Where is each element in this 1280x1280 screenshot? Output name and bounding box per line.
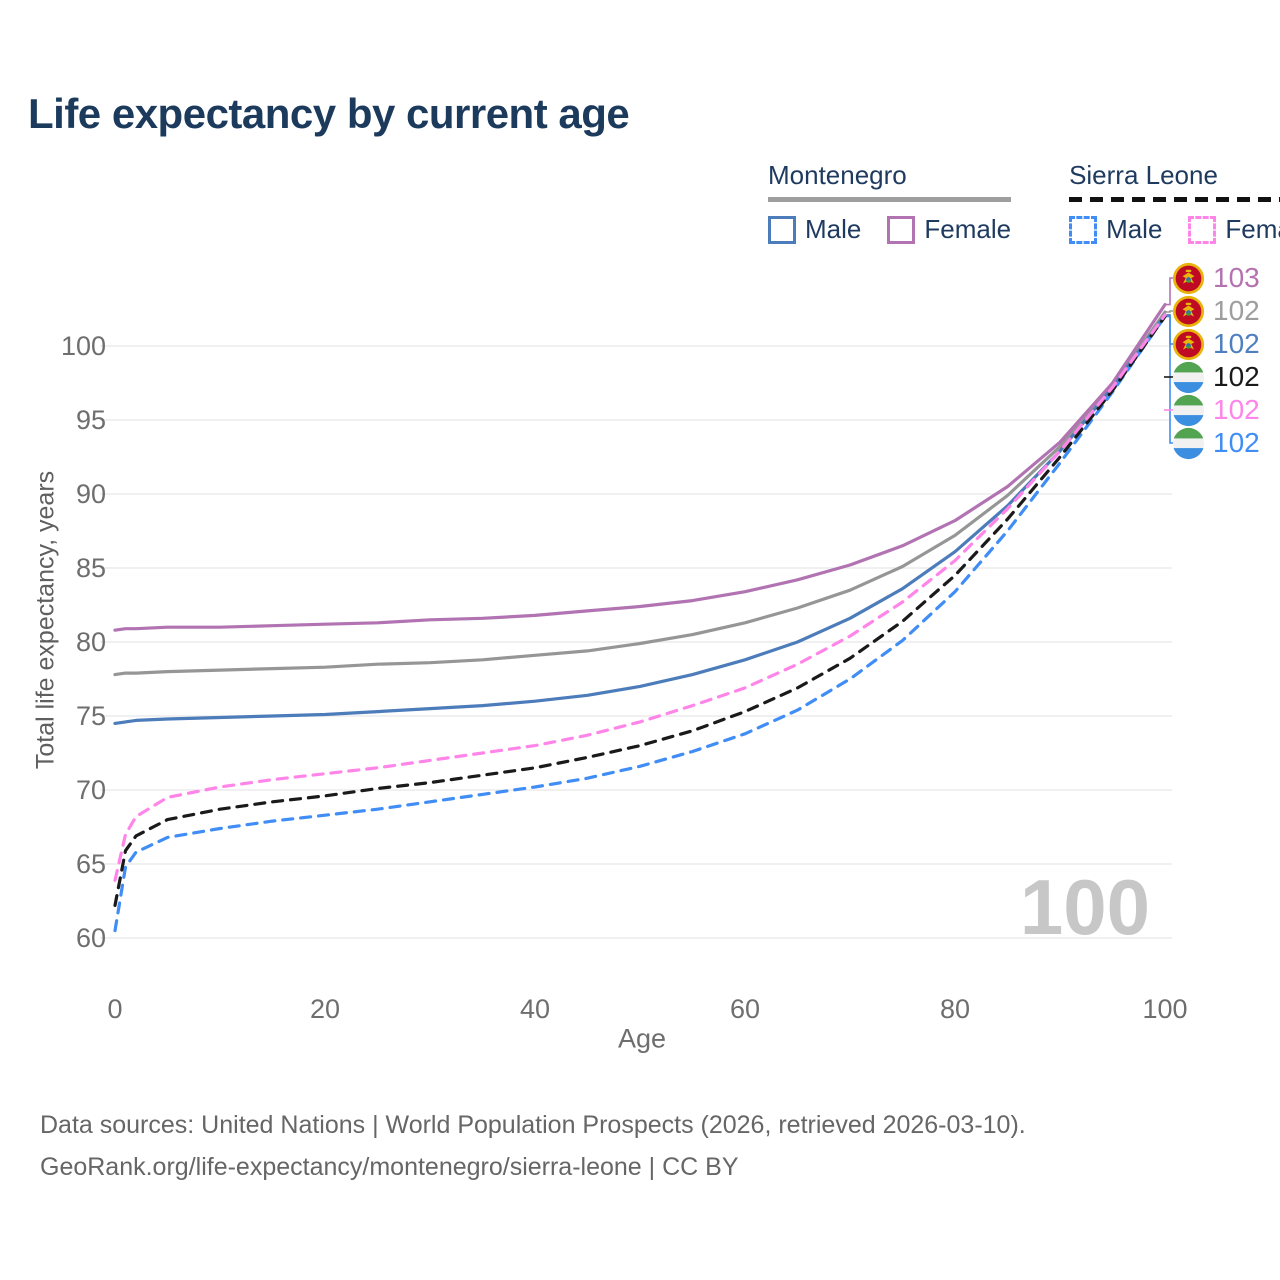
series-line-sierra-leone-male[interactable] bbox=[113, 314, 1167, 933]
y-tick-80: 80 bbox=[76, 627, 106, 657]
y-tick-100: 100 bbox=[61, 331, 106, 361]
end-label-row-montenegro: 103 bbox=[1172, 261, 1260, 295]
end-label-value: 102 bbox=[1213, 427, 1260, 458]
end-label-row-montenegro: 102 bbox=[1172, 294, 1260, 328]
y-tick-75: 75 bbox=[76, 701, 106, 731]
montenegro-flag-icon bbox=[1172, 328, 1205, 360]
montenegro-line-style-sample bbox=[768, 197, 1012, 202]
end-label-row-sierra-leone: 102 bbox=[1172, 426, 1260, 460]
end-label-value: 102 bbox=[1213, 361, 1260, 392]
legend-item-montenegro-male[interactable]: Male bbox=[768, 214, 861, 245]
sierra-leone-female-swatch bbox=[1188, 215, 1217, 244]
legend: Montenegro Male Female Sierra Leone bbox=[768, 160, 1280, 245]
legend-group-montenegro: Montenegro Male Female bbox=[768, 160, 1012, 245]
series-line-montenegro-both-sexes[interactable] bbox=[113, 310, 1167, 677]
x-tick-100: 100 bbox=[1142, 994, 1187, 1024]
y-tick-70: 70 bbox=[76, 775, 106, 805]
montenegro-flag-icon bbox=[1172, 295, 1205, 327]
y-tick-95: 95 bbox=[76, 405, 106, 435]
x-tick-40: 40 bbox=[520, 994, 550, 1024]
legend-group-sierra-leone: Sierra Leone Male Female bbox=[1069, 160, 1280, 245]
legend-label: Female bbox=[1225, 214, 1280, 244]
montenegro-male-swatch bbox=[768, 215, 796, 244]
end-label-row-sierra-leone: 102 bbox=[1172, 360, 1260, 394]
footer: Data sources: United Nations | World Pop… bbox=[40, 1104, 1026, 1188]
series-line-montenegro-male[interactable] bbox=[113, 313, 1167, 725]
y-axis-title: Total life expectancy, years bbox=[31, 470, 60, 770]
legend-label: Female bbox=[924, 214, 1012, 244]
x-tick-20: 20 bbox=[310, 994, 340, 1024]
page-title: Life expectancy by current age bbox=[28, 90, 630, 137]
y-tick-60: 60 bbox=[76, 923, 106, 953]
legend-item-sierra-leone-male[interactable]: Male bbox=[1069, 214, 1162, 245]
montenegro-flag-icon bbox=[1172, 262, 1205, 294]
end-label-row-montenegro: 102 bbox=[1172, 327, 1260, 361]
line-chart-plot[interactable]: 60 65 70 75 80 85 90 95 100 0 20 40 60 80 100 bbox=[0, 240, 1280, 1080]
y-tick-85: 85 bbox=[76, 553, 106, 583]
series-line-montenegro-female[interactable] bbox=[113, 302, 1167, 632]
legend-country-montenegro[interactable]: Montenegro bbox=[768, 160, 907, 190]
footer-data-sources: Data sources: United Nations | World Pop… bbox=[40, 1111, 1026, 1139]
end-label-value: 102 bbox=[1213, 328, 1260, 359]
sierra-leone-flag-icon bbox=[1172, 394, 1205, 426]
footer-attribution-link[interactable]: GeoRank.org/life-expectancy/montenegro/s… bbox=[40, 1153, 739, 1181]
end-label-value: 102 bbox=[1213, 394, 1260, 425]
sierra-leone-flag-icon bbox=[1172, 361, 1205, 393]
series-line-sierra-leone-female[interactable] bbox=[113, 313, 1167, 882]
end-label-row-sierra-leone: 102 bbox=[1172, 393, 1260, 427]
legend-item-sierra-leone-female[interactable]: Female bbox=[1188, 214, 1280, 245]
series-line-sierra-leone-both-sexes[interactable] bbox=[113, 314, 1167, 908]
legend-label: Male bbox=[805, 214, 862, 244]
legend-label: Male bbox=[1106, 214, 1163, 244]
sierra-leone-male-swatch bbox=[1069, 215, 1098, 244]
legend-item-montenegro-female[interactable]: Female bbox=[887, 214, 1011, 245]
age-counter-watermark: 100 bbox=[1019, 863, 1150, 951]
x-tick-60: 60 bbox=[730, 994, 760, 1024]
end-label-value: 103 bbox=[1213, 262, 1260, 293]
montenegro-female-swatch bbox=[887, 215, 916, 244]
x-axis-title: Age bbox=[617, 1023, 667, 1054]
legend-country-sierra-leone[interactable]: Sierra Leone bbox=[1069, 160, 1218, 190]
y-tick-65: 65 bbox=[76, 849, 106, 879]
sierra-leone-flag-icon bbox=[1172, 427, 1205, 459]
end-label-value: 102 bbox=[1213, 295, 1260, 326]
x-tick-80: 80 bbox=[940, 994, 970, 1024]
y-tick-90: 90 bbox=[76, 479, 106, 509]
sierra-leone-line-style-sample bbox=[1069, 197, 1280, 202]
x-tick-0: 0 bbox=[107, 994, 122, 1024]
